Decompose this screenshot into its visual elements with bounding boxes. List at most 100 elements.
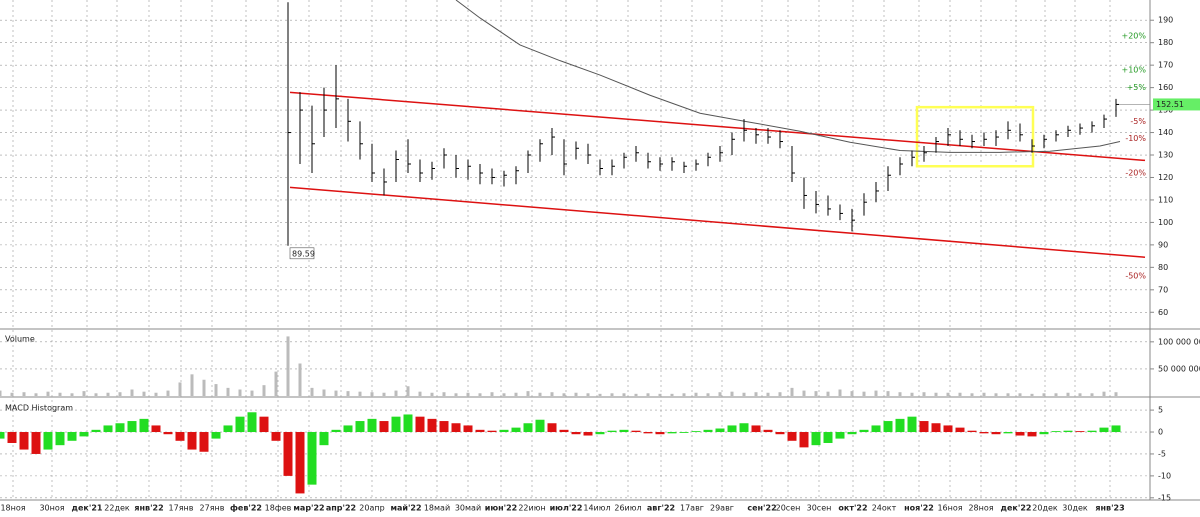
- macd-bar: [919, 421, 929, 433]
- y-tick-label: -15: [1158, 493, 1171, 502]
- macd-bar: [1027, 432, 1037, 437]
- x-tick-label: 20дек: [1032, 504, 1058, 513]
- y-tick-label: 190: [1158, 16, 1173, 25]
- y-tick-label: 140: [1158, 128, 1173, 137]
- macd-bar: [643, 432, 653, 434]
- macd-bar: [679, 432, 689, 433]
- y-tick-label: 170: [1158, 61, 1173, 70]
- volume-bar: [838, 389, 842, 396]
- volume-bar: [970, 393, 974, 396]
- volume-bar: [10, 392, 14, 396]
- panel-title: Volume: [5, 335, 35, 344]
- volume-bar: [682, 393, 686, 396]
- volume-bar: [538, 392, 542, 396]
- macd-bar: [0, 432, 5, 439]
- macd-bar: [667, 432, 677, 434]
- macd-bar: [487, 430, 497, 433]
- volume-bar: [1030, 393, 1034, 396]
- macd-bar: [871, 425, 881, 433]
- y-tick-label: 130: [1158, 151, 1173, 160]
- x-tick-label: 17авг: [680, 504, 704, 513]
- y-tick-label: 70: [1158, 285, 1168, 294]
- macd-bar: [1099, 427, 1109, 433]
- y-tick-label: 90: [1158, 240, 1168, 249]
- macd-bar: [739, 423, 749, 433]
- x-tick-label: 29авг: [710, 504, 734, 513]
- macd-bar: [655, 432, 665, 435]
- macd-bar: [223, 425, 233, 433]
- x-tick-label: 22дек: [104, 504, 130, 513]
- x-tick-label: ноя'22: [904, 504, 934, 513]
- percent-level-label: -10%: [1125, 134, 1146, 143]
- volume-bar: [430, 392, 434, 396]
- last-price-label: 152.51: [1156, 100, 1184, 109]
- y-tick-label: 120: [1158, 173, 1173, 182]
- macd-bar: [307, 432, 317, 485]
- highlight-box: [915, 105, 1035, 168]
- price-label-box: [289, 247, 315, 260]
- macd-bar: [1075, 431, 1085, 433]
- macd-bar: [367, 418, 377, 433]
- x-tick-label: апр'22: [326, 504, 356, 513]
- macd-bar: [187, 432, 197, 450]
- volume-bar: [850, 391, 854, 396]
- volume-bar: [922, 392, 926, 396]
- volume-bar: [142, 391, 146, 396]
- volume-bar: [646, 393, 650, 396]
- volume-bar: [1006, 393, 1010, 396]
- macd-bar: [1015, 432, 1025, 436]
- macd-bar: [19, 432, 29, 450]
- x-tick-label: 14июл: [583, 504, 610, 513]
- macd-bar: [787, 432, 797, 441]
- macd-bar: [883, 421, 893, 433]
- macd-bar: [1063, 430, 1073, 433]
- volume-bar: [574, 392, 578, 396]
- macd-bar: [583, 432, 593, 436]
- macd-bar: [55, 432, 65, 446]
- volume-bar: [958, 392, 962, 396]
- volume-bar: [886, 391, 890, 396]
- macd-bar: [715, 428, 725, 433]
- x-tick-label: 27янв: [200, 504, 225, 513]
- trend-line: [289, 186, 1146, 258]
- volume-bar: [394, 390, 398, 396]
- macd-bar: [607, 430, 617, 433]
- y-tick-label: 160: [1158, 83, 1173, 92]
- macd-bar: [427, 418, 437, 433]
- macd-bar: [463, 425, 473, 433]
- macd-bar: [1003, 432, 1013, 434]
- macd-bar: [103, 425, 113, 433]
- macd-bar: [31, 432, 41, 454]
- volume-bar: [370, 392, 374, 396]
- volume-bar: [358, 391, 362, 396]
- x-tick-label: 20сен: [776, 504, 801, 513]
- panel-title: MACD Histogram: [5, 404, 73, 413]
- x-tick-label: 17янв: [169, 504, 194, 513]
- y-tick-label: 50 000 000: [1158, 364, 1200, 373]
- volume-bar: [154, 392, 158, 396]
- x-tick-label: 18ноя: [0, 504, 25, 513]
- last-price-box: [1153, 98, 1200, 111]
- volume-bar: [610, 393, 614, 396]
- volume-bar: [802, 390, 806, 396]
- percent-level-label: +5%: [1127, 83, 1147, 92]
- y-tick-label: 100 000 000: [1158, 337, 1200, 346]
- macd-bar: [691, 431, 701, 433]
- macd-bar: [511, 427, 521, 433]
- volume-bar: [658, 393, 662, 396]
- volume-bar: [730, 391, 734, 396]
- volume-bar: [1102, 391, 1106, 396]
- macd-bar: [1051, 431, 1061, 433]
- volume-bar: [826, 391, 830, 396]
- macd-bar: [967, 430, 977, 433]
- macd-bar: [127, 421, 137, 433]
- macd-bar: [283, 432, 293, 476]
- macd-bar: [523, 423, 533, 433]
- volume-bar: [0, 390, 2, 396]
- percent-level-label: +10%: [1122, 66, 1147, 75]
- x-tick-label: 26июл: [614, 504, 641, 513]
- volume-bar: [82, 391, 86, 396]
- x-tick-label: июл'22: [550, 504, 583, 513]
- x-tick-label: 28ноя: [968, 504, 993, 513]
